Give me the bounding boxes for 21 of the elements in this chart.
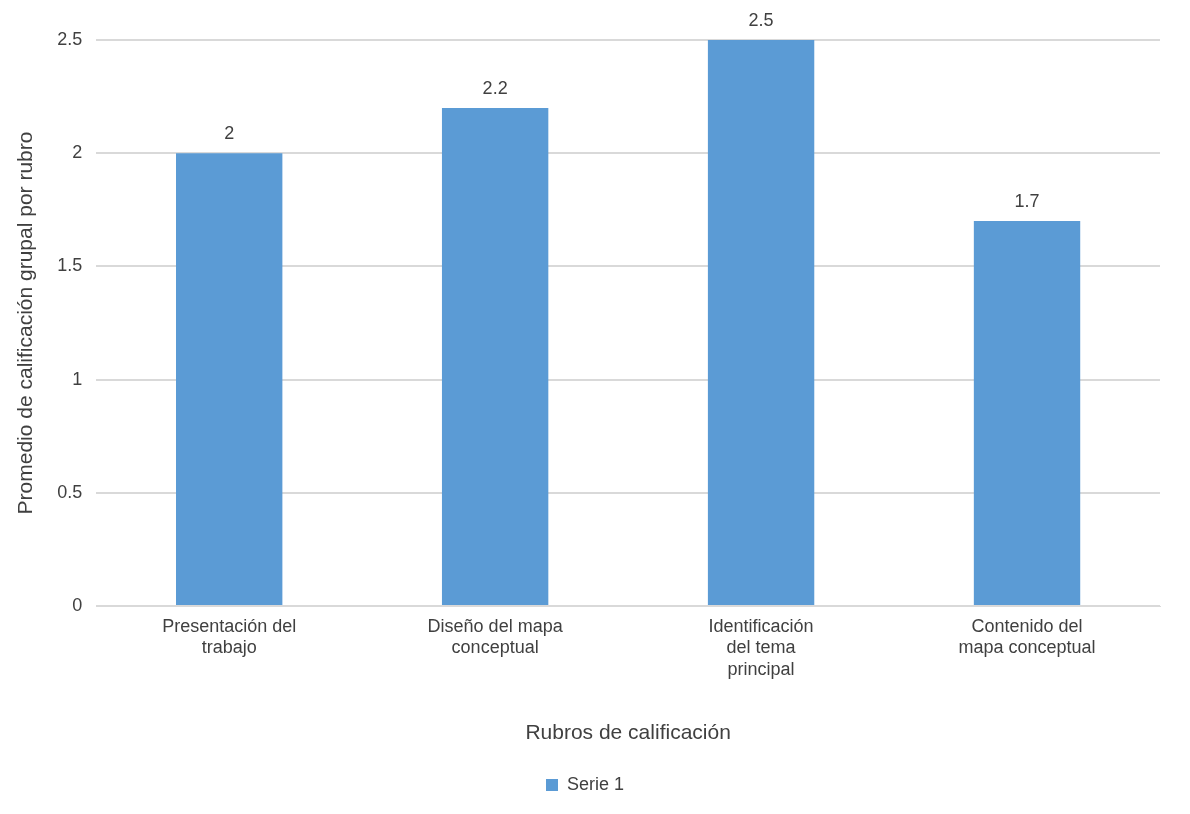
x-axis-title: Rubros de calificación: [525, 720, 731, 744]
y-tick-label: 0: [72, 594, 83, 615]
x-tick-label: Diseño del mapa conceptual: [427, 615, 564, 658]
y-tick-label: 0.5: [57, 481, 83, 502]
data-label: 2.5: [748, 9, 774, 30]
x-tick-label: Identificación del tema principal: [708, 615, 814, 679]
bar: [441, 107, 549, 605]
bar: [707, 40, 815, 605]
data-label: 2: [224, 123, 235, 144]
y-tick-label: 2.5: [57, 28, 83, 49]
y-tick-label: 2: [72, 142, 83, 163]
y-tick-label: 1.5: [57, 255, 83, 276]
legend-label: Serie 1: [566, 773, 625, 794]
data-label: 1.7: [1014, 191, 1040, 212]
y-axis-title: Promedio de calificación grupal por rubro: [13, 131, 37, 515]
x-tick-label: Presentación del trabajo: [162, 615, 297, 658]
bar: [176, 153, 283, 605]
data-label: 2.2: [482, 77, 508, 98]
bar: [973, 221, 1081, 605]
x-tick-label: Contenido del mapa conceptual: [958, 615, 1096, 658]
y-tick-label: 1: [72, 368, 83, 389]
